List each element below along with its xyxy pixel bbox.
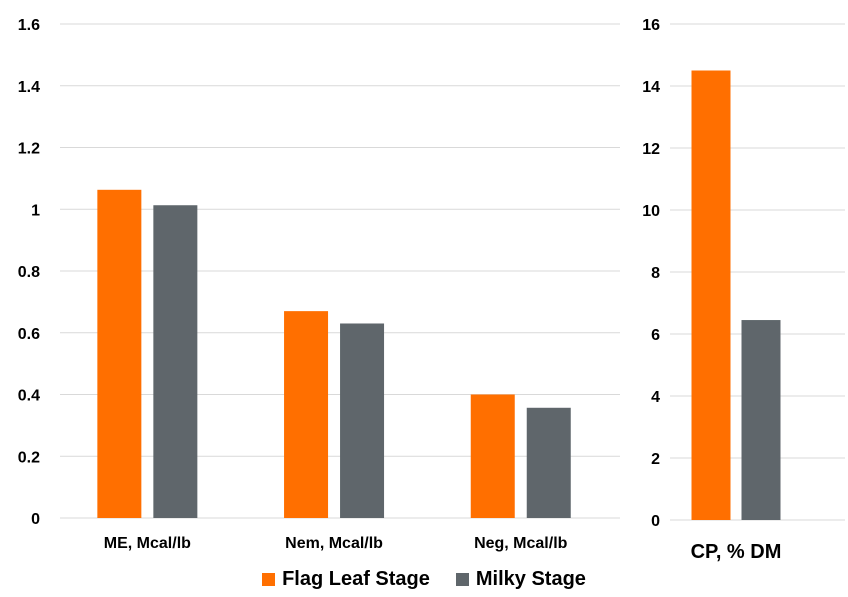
legend-item-milky: Milky Stage	[455, 567, 586, 591]
right-y-tick-label: 2	[651, 451, 660, 468]
right-y-tick-label: 10	[642, 203, 660, 220]
legend-item-flag: Flag Leaf Stage	[262, 568, 430, 591]
legend-label-flag: Flag Leaf Stage	[282, 567, 430, 590]
left-y-tick-label: 1.6	[18, 17, 40, 34]
left-bar	[340, 323, 385, 518]
right-category-label: CP, % DM	[691, 541, 782, 563]
right-y-tick-label: 4	[651, 389, 660, 406]
legend-label-milky: Milky Stage	[475, 567, 586, 590]
left-y-tick-label: 0.2	[18, 449, 40, 466]
left-y-tick-label: 0	[31, 511, 40, 528]
legend-swatch-milky	[455, 572, 469, 586]
legend-swatch-flag	[262, 572, 276, 586]
legend: Flag Leaf Stage Milky Stage	[0, 566, 848, 592]
left-y-tick-label: 0.6	[18, 326, 40, 343]
left-bar	[153, 205, 198, 518]
left-bar	[470, 394, 515, 518]
left-y-tick-label: 1.4	[18, 79, 40, 96]
left-y-tick-label: 1.2	[18, 141, 40, 158]
left-category-label: Nem, Mcal/lb	[285, 535, 383, 552]
right-y-tick-label: 14	[642, 79, 660, 96]
left-bar	[97, 189, 142, 518]
right-y-tick-label: 12	[642, 141, 660, 158]
right-y-tick-label: 6	[651, 327, 660, 344]
right-bar	[691, 70, 731, 520]
left-y-tick-label: 0.4	[18, 388, 40, 405]
left-category-label: Neg, Mcal/lb	[474, 535, 568, 552]
right-y-tick-label: 0	[651, 513, 660, 530]
right-bar	[741, 320, 781, 520]
left-bar	[526, 407, 571, 518]
left-bar	[284, 311, 329, 518]
left-y-tick-label: 1	[31, 202, 40, 219]
left-category-label: ME, Mcal/lb	[104, 535, 191, 552]
left-y-tick-label: 0.8	[18, 264, 40, 281]
right-y-tick-label: 16	[642, 17, 660, 34]
right-y-tick-label: 8	[651, 265, 660, 282]
